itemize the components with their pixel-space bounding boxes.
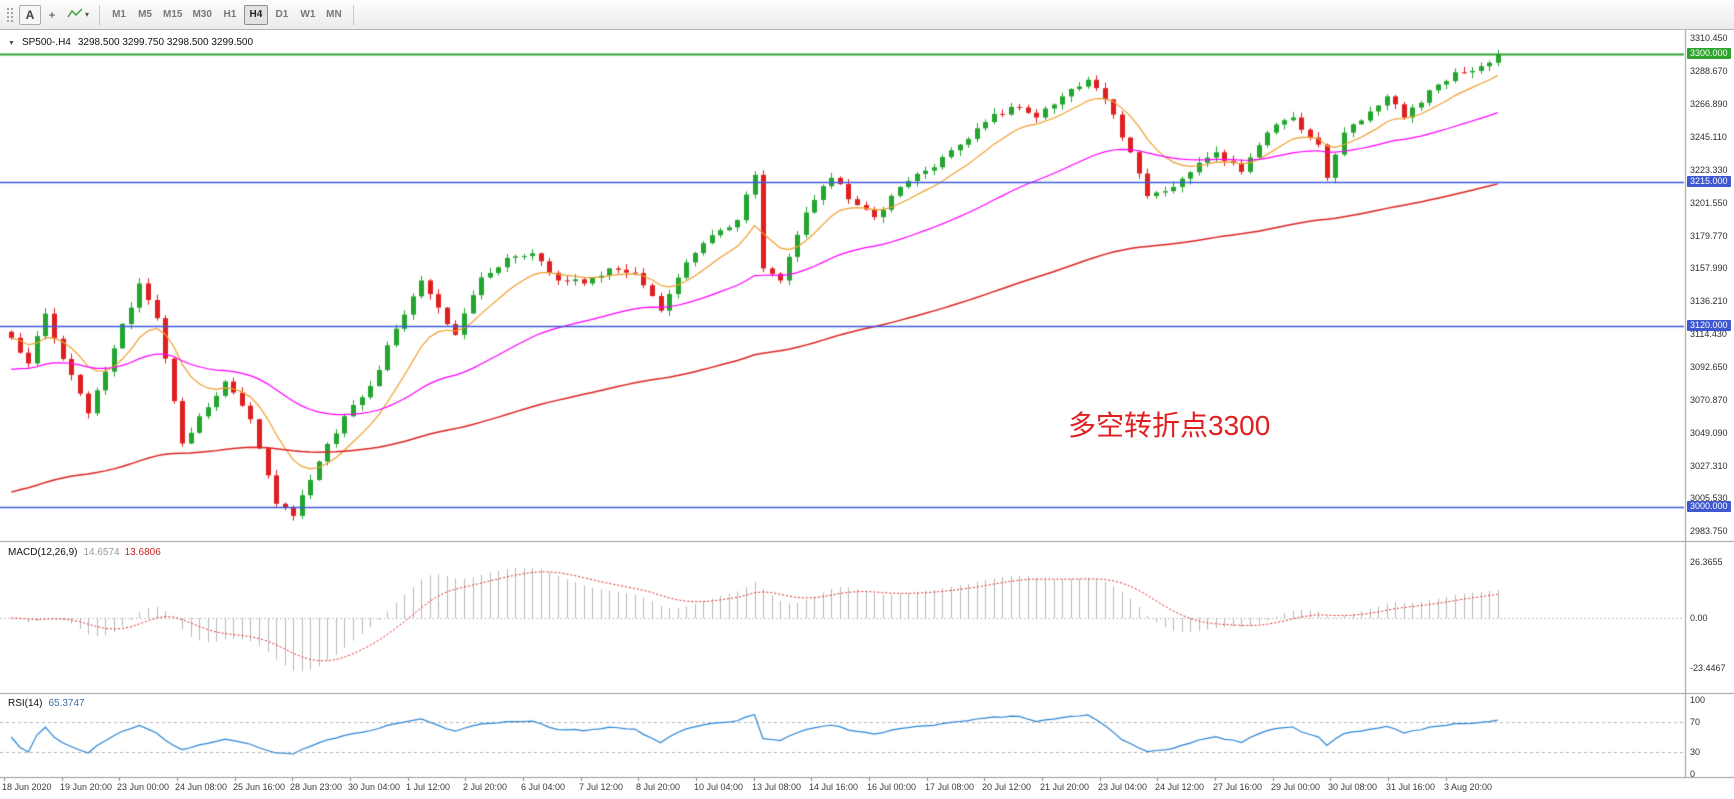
time-axis-label: 13 Jul 08:00 bbox=[752, 782, 802, 792]
price-axis-tick: 2983.750 bbox=[1690, 526, 1728, 536]
text-label-button[interactable]: A bbox=[19, 4, 41, 25]
time-axis-label: 8 Jul 20:00 bbox=[636, 782, 681, 792]
rsi-axis-tick: 30 bbox=[1690, 747, 1701, 757]
time-axis-label: 25 Jun 16:00 bbox=[233, 782, 286, 792]
ohlc-readout: 3298.500 3299.750 3298.500 3299.500 bbox=[77, 37, 254, 48]
macd-signal-value: 13.6806 bbox=[124, 547, 161, 558]
macd-main-value: 14.6574 bbox=[83, 547, 120, 558]
price-level-label: 3300.000 bbox=[1687, 48, 1731, 59]
price-level-label: 3120.000 bbox=[1687, 320, 1731, 331]
indicators-dropdown-button[interactable]: ▾ bbox=[63, 5, 93, 25]
rsi-axis-tick: 100 bbox=[1690, 695, 1706, 705]
price-level-label: 3000.000 bbox=[1687, 501, 1731, 512]
time-axis-label: 10 Jul 04:00 bbox=[694, 782, 744, 792]
price-axis-tick: 3070.870 bbox=[1690, 395, 1728, 405]
toolbar-separator bbox=[352, 4, 354, 25]
time-axis-label: 23 Jun 00:00 bbox=[117, 782, 170, 792]
crosshair-icon: + bbox=[48, 7, 56, 22]
time-axis-label: 2 Jul 20:00 bbox=[463, 782, 508, 792]
timeframe-button-group: M1 M5 M15 M30 H1 H4 D1 W1 MN bbox=[106, 4, 347, 25]
price-axis-tick: 3201.550 bbox=[1690, 198, 1728, 208]
time-axis-label: 24 Jun 08:00 bbox=[175, 782, 228, 792]
macd-axis-tick: 0.00 bbox=[1690, 613, 1708, 623]
time-axis-label: 14 Jul 16:00 bbox=[809, 782, 859, 792]
rsi-axis-tick: 0 bbox=[1690, 769, 1696, 779]
price-axis-tick: 3005.530 bbox=[1690, 493, 1728, 503]
price-axis-tick: 3245.110 bbox=[1690, 132, 1727, 142]
price-axis-tick: 3049.090 bbox=[1690, 428, 1728, 438]
crosshair-button[interactable]: + bbox=[41, 5, 63, 25]
time-axis-label: 28 Jun 23:00 bbox=[290, 782, 343, 792]
price-axis-tick: 3310.450 bbox=[1690, 33, 1728, 43]
time-axis-label: 23 Jul 04:00 bbox=[1098, 782, 1148, 792]
rsi-indicator-label: RSI(14) 65.3747 bbox=[8, 698, 85, 709]
macd-name: MACD(12,26,9) bbox=[8, 547, 78, 558]
timeframe-button-m5[interactable]: M5 bbox=[133, 5, 157, 25]
collapse-triangle-icon: ▼ bbox=[8, 40, 15, 47]
time-axis-label: 29 Jul 00:00 bbox=[1271, 782, 1321, 792]
price-axis-tick: 3223.330 bbox=[1690, 165, 1728, 175]
price-axis-tick: 3114.430 bbox=[1690, 329, 1727, 339]
price-axis-tick: 3092.650 bbox=[1690, 362, 1728, 372]
time-axis-label: 6 Jul 04:00 bbox=[521, 782, 566, 792]
toolbar-separator bbox=[99, 4, 101, 25]
toolbar: A + ▾ M1 M5 M15 M30 H1 H4 D1 W1 MN bbox=[0, 0, 1734, 30]
macd-axis-tick: -23.4467 bbox=[1690, 663, 1726, 673]
time-axis-label: 7 Jul 12:00 bbox=[579, 782, 624, 792]
macd-axis-tick: 26.3655 bbox=[1690, 557, 1723, 567]
price-axis-tick: 3266.890 bbox=[1690, 99, 1728, 109]
price-axis-tick: 3288.670 bbox=[1690, 66, 1728, 76]
chart-header: ▼ SP500-.H4 3298.500 3299.750 3298.500 3… bbox=[8, 37, 253, 48]
time-axis-label: 27 Jul 16:00 bbox=[1213, 782, 1263, 792]
timeframe-button-mn[interactable]: MN bbox=[322, 5, 346, 25]
time-axis-label: 19 Jun 20:00 bbox=[60, 782, 113, 792]
toolbar-grip[interactable] bbox=[6, 6, 14, 23]
price-axis-tick: 3027.310 bbox=[1690, 461, 1728, 471]
timeframe-button-h1[interactable]: H1 bbox=[218, 5, 242, 25]
timeframe-button-m30[interactable]: M30 bbox=[188, 5, 215, 25]
time-axis-label: 16 Jul 00:00 bbox=[867, 782, 917, 792]
time-axis-label: 20 Jul 12:00 bbox=[982, 782, 1032, 792]
price-axis-tick: 3179.770 bbox=[1690, 231, 1728, 241]
time-axis-label: 18 Jun 2020 bbox=[2, 782, 52, 792]
timeframe-button-h4[interactable]: H4 bbox=[243, 4, 268, 25]
price-axis-tick: 3157.990 bbox=[1690, 263, 1728, 273]
time-axis-label: 31 Jul 16:00 bbox=[1386, 782, 1436, 792]
timeframe-button-d1[interactable]: D1 bbox=[270, 5, 294, 25]
time-axis-label: 30 Jun 04:00 bbox=[348, 782, 401, 792]
chevron-down-icon: ▾ bbox=[85, 10, 90, 19]
rsi-axis-tick: 70 bbox=[1690, 717, 1701, 727]
annotation-text: 多空转折点3300 bbox=[1068, 410, 1271, 441]
time-axis-label: 17 Jul 08:00 bbox=[925, 782, 975, 792]
time-axis-label: 1 Jul 12:00 bbox=[406, 782, 451, 792]
timeframe-button-w1[interactable]: W1 bbox=[296, 5, 320, 25]
timeframe-button-m1[interactable]: M1 bbox=[107, 5, 131, 25]
rsi-value: 65.3747 bbox=[48, 698, 85, 709]
time-axis-label: 24 Jul 12:00 bbox=[1155, 782, 1205, 792]
time-axis-label: 21 Jul 20:00 bbox=[1040, 782, 1090, 792]
price-axis-tick: 3136.210 bbox=[1690, 296, 1728, 306]
rsi-name: RSI(14) bbox=[8, 698, 43, 709]
symbol-timeframe-label: SP500-.H4 bbox=[21, 37, 71, 48]
macd-indicator-label: MACD(12,26,9) 14.6574 13.6806 bbox=[8, 547, 161, 558]
time-axis-label: 3 Aug 20:00 bbox=[1444, 782, 1493, 792]
time-axis-label: 30 Jul 08:00 bbox=[1328, 782, 1378, 792]
indicator-lines-icon bbox=[67, 7, 83, 23]
price-level-label: 3215.000 bbox=[1687, 176, 1731, 187]
timeframe-button-m15[interactable]: M15 bbox=[159, 5, 186, 25]
